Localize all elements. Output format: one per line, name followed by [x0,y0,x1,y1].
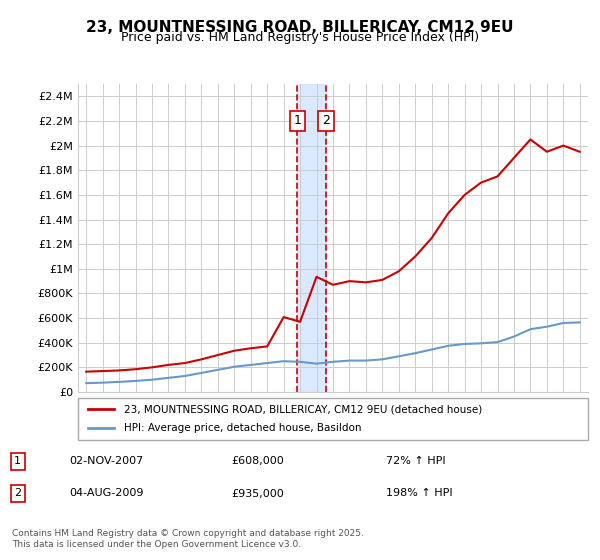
Text: 02-NOV-2007: 02-NOV-2007 [70,456,144,466]
Text: 2: 2 [14,488,22,498]
FancyBboxPatch shape [78,398,588,440]
Text: 1: 1 [293,114,301,128]
Text: £935,000: £935,000 [231,488,284,498]
Text: Price paid vs. HM Land Registry's House Price Index (HPI): Price paid vs. HM Land Registry's House … [121,31,479,44]
Text: 198% ↑ HPI: 198% ↑ HPI [386,488,453,498]
Text: 04-AUG-2009: 04-AUG-2009 [70,488,144,498]
Text: 1: 1 [14,456,21,466]
Bar [297,84,326,392]
Text: HPI: Average price, detached house, Basildon: HPI: Average price, detached house, Basi… [124,423,361,433]
Text: £608,000: £608,000 [231,456,284,466]
Text: 72% ↑ HPI: 72% ↑ HPI [386,456,446,466]
Text: Contains HM Land Registry data © Crown copyright and database right 2025.
This d: Contains HM Land Registry data © Crown c… [12,529,364,549]
Text: 2: 2 [322,114,330,128]
Text: 23, MOUNTNESSING ROAD, BILLERICAY, CM12 9EU: 23, MOUNTNESSING ROAD, BILLERICAY, CM12 … [86,20,514,35]
Text: 23, MOUNTNESSING ROAD, BILLERICAY, CM12 9EU (detached house): 23, MOUNTNESSING ROAD, BILLERICAY, CM12 … [124,404,482,414]
